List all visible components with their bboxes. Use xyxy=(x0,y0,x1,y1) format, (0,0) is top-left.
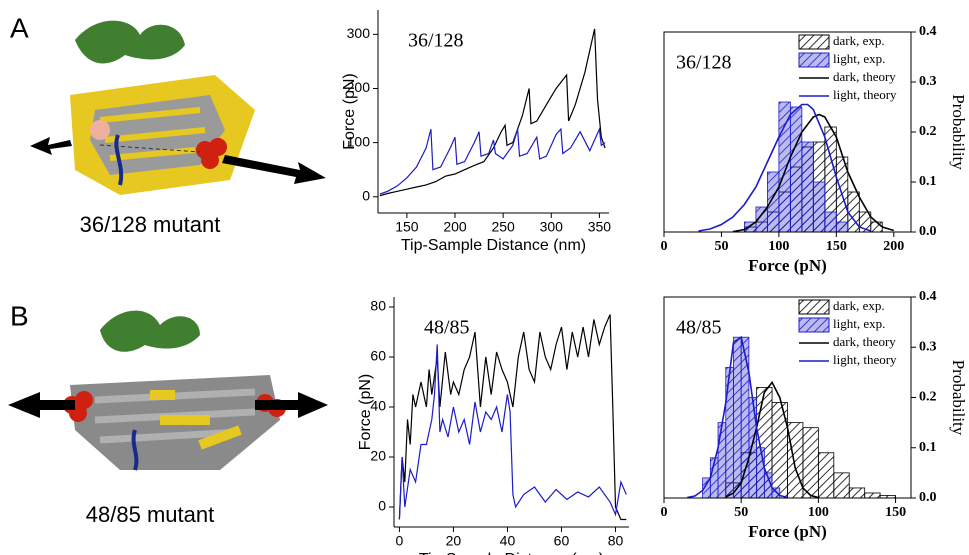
force-trace xyxy=(379,126,606,195)
legend-label: dark, exp. xyxy=(833,298,885,313)
histogram-bar xyxy=(801,141,814,233)
histogram-bar xyxy=(733,336,742,499)
y-axis-label: Force (pN) xyxy=(341,73,358,149)
y-tick-label: 0 xyxy=(378,498,386,514)
histogram-bar xyxy=(817,452,835,499)
x-tick-label: 350 xyxy=(588,219,612,235)
legend-label: light, exp. xyxy=(833,316,885,331)
y-tick-label: 100 xyxy=(347,133,371,149)
y-tick-label: 0.1 xyxy=(919,440,937,455)
y-tick-label: 0.3 xyxy=(919,74,937,89)
histogram-bar xyxy=(787,422,804,499)
structure-caption: 48/85 mutant xyxy=(86,502,214,527)
y-tick-label: 80 xyxy=(370,298,386,314)
histogram-bar xyxy=(824,211,837,233)
x-axis-label: Tip-Sample Distance (nm) xyxy=(419,551,604,555)
histogram-bar xyxy=(833,472,850,499)
legend-label: light, theory xyxy=(833,87,897,102)
legend-label: dark, theory xyxy=(833,69,896,84)
x-tick-label: 50 xyxy=(734,505,748,520)
panel-label: B xyxy=(10,300,29,331)
force-trace xyxy=(398,314,627,521)
x-tick-label: 250 xyxy=(491,219,515,235)
annotation: 36/128 xyxy=(408,30,464,52)
protein-structure xyxy=(8,310,328,471)
x-tick-label: 200 xyxy=(443,219,467,235)
x-tick-label: 50 xyxy=(714,239,728,254)
histogram-bar xyxy=(748,397,758,499)
annotation: 48/85 xyxy=(424,317,470,339)
x-axis-label: Force (pN) xyxy=(748,256,827,275)
x-tick-label: 200 xyxy=(883,239,904,254)
x-tick-label: 150 xyxy=(395,219,419,235)
annotation: 48/85 xyxy=(676,317,722,339)
x-tick-label: 300 xyxy=(540,219,564,235)
theory-curve xyxy=(725,380,819,499)
legend-swatch xyxy=(798,317,830,333)
x-tick-label: 0 xyxy=(396,533,404,549)
x-tick-label: 100 xyxy=(768,239,789,254)
y-tick-label: 20 xyxy=(370,448,386,464)
histogram-bar xyxy=(870,221,883,233)
x-axis-label: Force (pN) xyxy=(748,522,827,541)
histogram-bar xyxy=(789,106,803,233)
y-axis-label: Force (pN) xyxy=(357,374,374,450)
y-tick-label: 0.1 xyxy=(919,174,937,189)
legend-swatch xyxy=(798,34,830,50)
protein-structure xyxy=(30,20,326,195)
histogram-bar xyxy=(835,221,849,233)
y-tick-label: 200 xyxy=(347,79,371,95)
histogram-bar xyxy=(864,492,881,499)
theory-curve xyxy=(698,103,872,232)
histogram-bar xyxy=(756,447,765,499)
x-tick-label: 0 xyxy=(661,239,668,254)
y-tick-label: 0.4 xyxy=(919,289,937,304)
histogram-bar xyxy=(766,171,780,233)
histogram-bar xyxy=(848,487,866,499)
x-axis-label: Tip-Sample Distance (nm) xyxy=(401,237,586,254)
legend-swatch xyxy=(798,52,830,68)
x-tick-label: 150 xyxy=(885,505,906,520)
y-tick-label: 0.0 xyxy=(919,224,937,239)
y-tick-label: 0 xyxy=(362,187,370,203)
x-tick-label: 0 xyxy=(661,505,668,520)
force-trace xyxy=(379,28,606,197)
histogram-bar xyxy=(778,101,791,233)
panel-label: A xyxy=(10,12,29,43)
x-tick-label: 150 xyxy=(826,239,847,254)
histogram-bar xyxy=(725,366,734,499)
y-tick-label: 0.4 xyxy=(919,24,937,39)
x-tick-label: 80 xyxy=(608,533,624,549)
annotation: 36/128 xyxy=(676,52,732,74)
y-tick-label: 300 xyxy=(347,25,371,41)
y-tick-label: 0.2 xyxy=(919,390,937,405)
legend-label: dark, exp. xyxy=(833,33,885,48)
x-tick-label: 100 xyxy=(808,505,829,520)
theory-curve xyxy=(687,335,788,499)
x-tick-label: 40 xyxy=(500,533,516,549)
histogram-bar xyxy=(740,336,750,499)
histogram-bar xyxy=(717,422,727,499)
legend-label: dark, theory xyxy=(833,334,896,349)
structure-caption: 36/128 mutant xyxy=(80,212,221,237)
y-tick-label: 40 xyxy=(370,398,386,414)
y-tick-label: 0.2 xyxy=(919,124,937,139)
histogram-bar xyxy=(802,427,819,499)
x-tick-label: 60 xyxy=(554,533,570,549)
y-tick-label: 0.0 xyxy=(919,490,937,505)
histogram-bar xyxy=(812,181,826,233)
force-trace xyxy=(398,344,627,520)
x-tick-label: 20 xyxy=(446,533,462,549)
y-tick-label: 60 xyxy=(370,348,386,364)
legend-label: light, exp. xyxy=(833,51,885,66)
legend-label: light, theory xyxy=(833,352,897,367)
y-axis-label: Probability xyxy=(949,94,968,170)
y-tick-label: 0.3 xyxy=(919,339,937,354)
y-axis-label: Probability xyxy=(949,360,968,436)
legend-swatch xyxy=(798,299,830,315)
